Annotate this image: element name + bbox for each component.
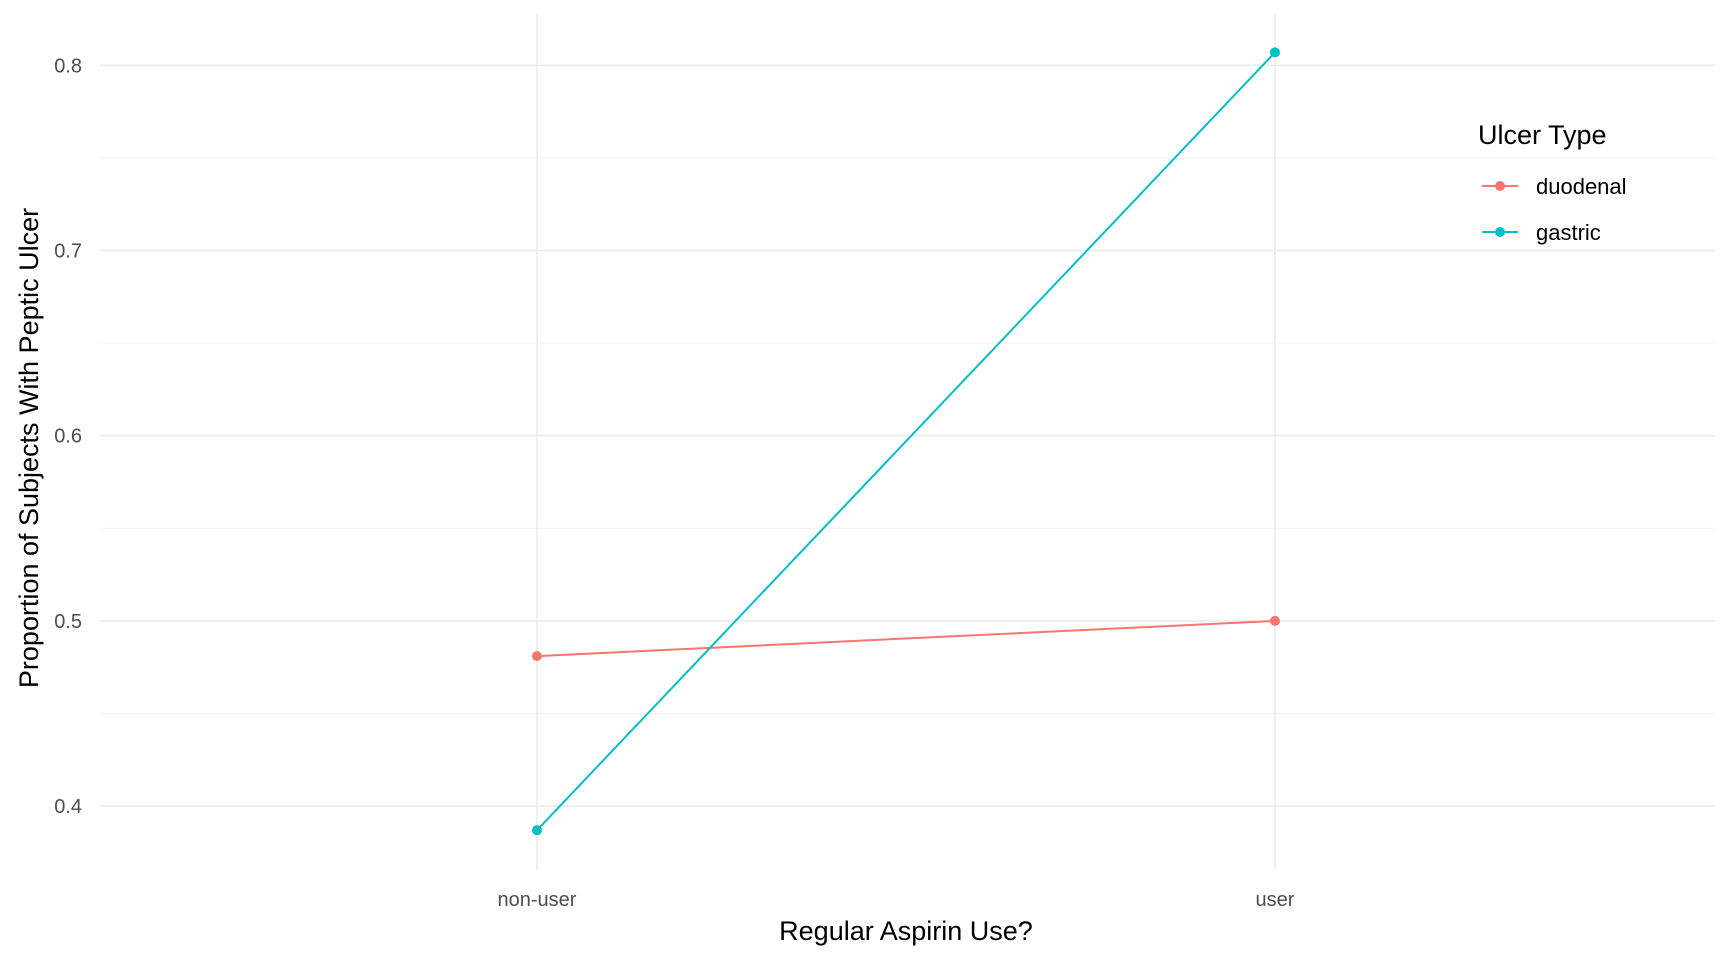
y-tick-label: 0.8 bbox=[54, 55, 82, 77]
series-line-duodenal bbox=[536, 619, 1276, 658]
y-tick-label: 0.6 bbox=[54, 426, 82, 448]
legend-items: duodenal gastric bbox=[1482, 174, 1627, 245]
y-tick-label: 0.7 bbox=[54, 241, 82, 263]
x-tick-label: user bbox=[1256, 889, 1295, 911]
legend-item-gastric: gastric bbox=[1482, 220, 1601, 245]
y-tick-label: 0.4 bbox=[54, 796, 82, 818]
y-axis-title: Proportion of Subjects With Peptic Ulcer bbox=[14, 208, 44, 688]
legend: Ulcer Type duodenal gastric bbox=[1478, 120, 1627, 245]
series-layer bbox=[532, 47, 1280, 836]
data-point-gastric bbox=[1270, 47, 1280, 58]
legend-key-point bbox=[1495, 181, 1505, 191]
legend-item-duodenal: duodenal bbox=[1482, 174, 1627, 199]
x-axis-ticks: non-user user bbox=[498, 889, 1295, 911]
y-axis-ticks: 0.4 0.5 0.6 0.7 0.8 bbox=[54, 55, 82, 818]
x-tick-label: non-user bbox=[498, 889, 577, 911]
legend-label: gastric bbox=[1536, 220, 1601, 245]
legend-label: duodenal bbox=[1536, 174, 1627, 199]
minor-gridlines bbox=[100, 157, 1715, 715]
series-line-gastric bbox=[536, 51, 1276, 831]
data-point-duodenal bbox=[532, 651, 542, 662]
data-point-duodenal bbox=[1270, 615, 1280, 626]
data-point-gastric bbox=[532, 825, 542, 836]
legend-key-point bbox=[1495, 227, 1505, 237]
legend-title: Ulcer Type bbox=[1478, 120, 1607, 150]
x-axis-title: Regular Aspirin Use? bbox=[779, 916, 1033, 946]
y-tick-label: 0.5 bbox=[54, 611, 82, 633]
major-gridlines bbox=[100, 14, 1715, 870]
